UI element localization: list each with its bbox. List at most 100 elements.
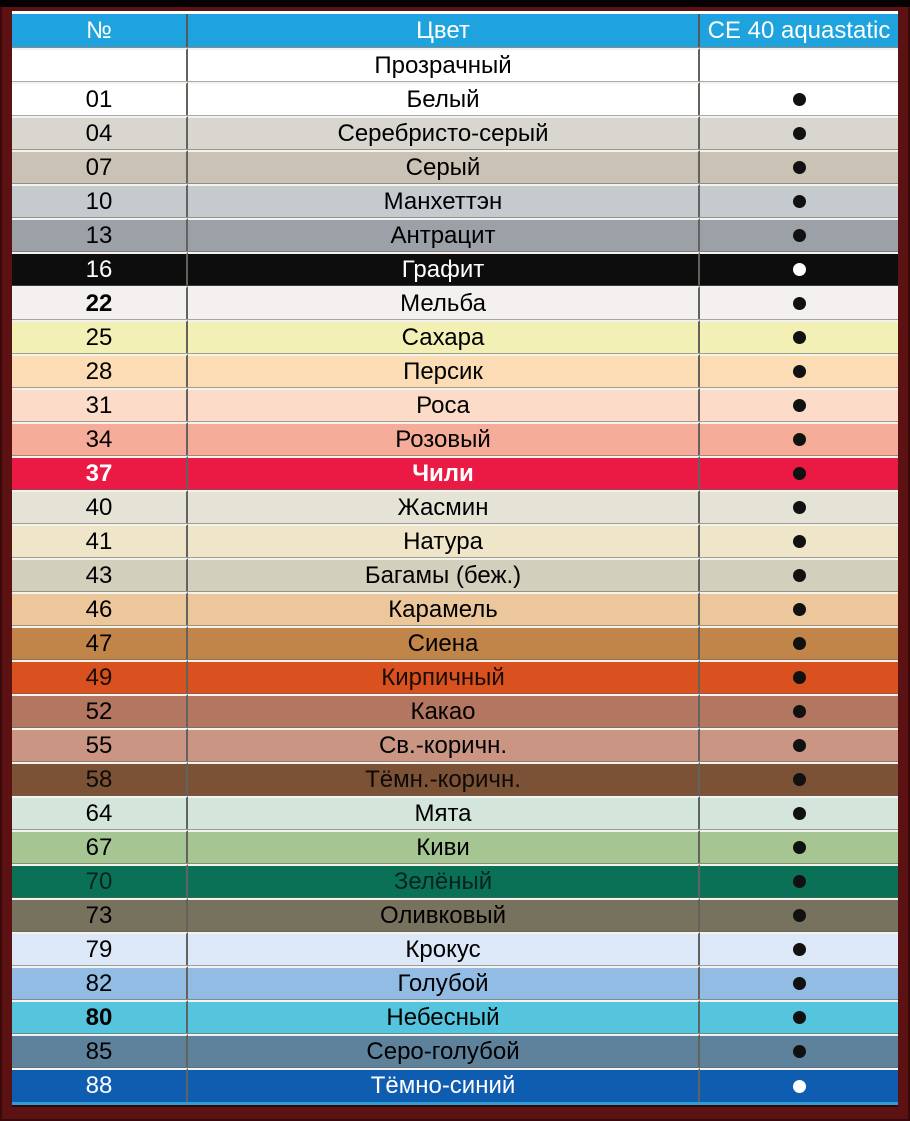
table-row: 55 Св.-коричн. (12, 728, 898, 762)
availability-dot (792, 331, 806, 344)
table-row: 67 Киви (12, 830, 898, 864)
row-number-cell: 04 (12, 116, 188, 149)
table-row: 34 Розовый (12, 422, 898, 456)
availability-dot (792, 399, 806, 412)
table-row: 80 Небесный (12, 1000, 898, 1034)
table-row: 41 Натура (12, 524, 898, 558)
row-number-cell: 46 (12, 592, 188, 625)
row-number-cell: 31 (12, 388, 188, 421)
row-number-cell: 47 (12, 626, 188, 659)
row-number-cell: 52 (12, 694, 188, 727)
table-row: 52 Какао (12, 694, 898, 728)
table-row: 46 Карамель (12, 592, 898, 626)
row-number-cell: 41 (12, 524, 188, 557)
table-row: 82 Голубой (12, 966, 898, 1000)
row-number-cell: 55 (12, 728, 188, 761)
row-color-name-cell: Роса (188, 388, 700, 421)
row-availability-cell (700, 422, 898, 455)
table-row: 10 Манхеттэн (12, 184, 898, 218)
availability-dot (792, 297, 806, 310)
availability-dot (792, 943, 806, 956)
row-color-name-cell: Мельба (188, 286, 700, 319)
row-color-name-cell: Оливковый (188, 898, 700, 931)
row-availability-cell (700, 1000, 898, 1033)
row-color-name-cell: Чили (188, 456, 700, 489)
header-product-column: CE 40 aquastatic (700, 14, 898, 47)
availability-dot (792, 569, 806, 582)
row-availability-cell (700, 82, 898, 115)
row-number-cell: 34 (12, 422, 188, 455)
availability-dot (792, 535, 806, 548)
availability-dot (792, 433, 806, 446)
availability-dot (792, 671, 806, 684)
table-row: 28 Персик (12, 354, 898, 388)
row-availability-cell (700, 388, 898, 421)
row-color-name-cell: Сиена (188, 626, 700, 659)
row-number-cell: 10 (12, 184, 188, 217)
availability-dot (792, 1011, 806, 1024)
table-row: 73 Оливковый (12, 898, 898, 932)
row-color-name-cell: Багамы (беж.) (188, 558, 700, 591)
row-availability-cell (700, 660, 898, 693)
row-availability-cell (700, 898, 898, 931)
table-row: 37 Чили (12, 456, 898, 490)
availability-dot (792, 909, 806, 922)
row-availability-cell (700, 864, 898, 897)
row-color-name-cell: Зелёный (188, 864, 700, 897)
availability-dot (792, 841, 806, 854)
table-row: 04 Серебристо-серый (12, 116, 898, 150)
row-number-cell: 82 (12, 966, 188, 999)
availability-dot (792, 127, 806, 140)
row-number-cell: 22 (12, 286, 188, 319)
table-row: 22 Мельба (12, 286, 898, 320)
row-availability-cell (700, 218, 898, 251)
availability-dot (792, 467, 806, 480)
availability-dot (792, 807, 806, 820)
table-row: 58 Тёмн.-коричн. (12, 762, 898, 796)
row-availability-cell (700, 48, 898, 81)
availability-dot (792, 263, 806, 276)
row-availability-cell (700, 966, 898, 999)
row-color-name-cell: Графит (188, 252, 700, 285)
row-availability-cell (700, 150, 898, 183)
row-number-cell: 16 (12, 252, 188, 285)
availability-dot (792, 739, 806, 752)
row-number-cell: 70 (12, 864, 188, 897)
row-number-cell: 40 (12, 490, 188, 523)
row-color-name-cell: Тёмно-синий (188, 1068, 700, 1102)
row-color-name-cell: Серебристо-серый (188, 116, 700, 149)
availability-dot (792, 1045, 806, 1058)
row-availability-cell (700, 762, 898, 795)
row-availability-cell (700, 1068, 898, 1102)
row-color-name-cell: Небесный (188, 1000, 700, 1033)
top-black-strip (0, 0, 910, 7)
row-number-cell: 64 (12, 796, 188, 829)
color-table: № Цвет CE 40 aquastatic Прозрачный 01 Белы… (12, 11, 898, 1105)
table-row: 07 Серый (12, 150, 898, 184)
row-availability-cell (700, 728, 898, 761)
table-body: Прозрачный 01 Белый 04 Серебристо-серый 07 Сер… (12, 48, 898, 1102)
availability-dot (792, 161, 806, 174)
availability-dot (792, 365, 806, 378)
row-color-name-cell: Св.-коричн. (188, 728, 700, 761)
availability-dot (792, 875, 806, 888)
row-color-name-cell: Серый (188, 150, 700, 183)
row-color-name-cell: Мята (188, 796, 700, 829)
row-number-cell: 58 (12, 762, 188, 795)
row-availability-cell (700, 592, 898, 625)
row-color-name-cell: Сахара (188, 320, 700, 353)
table-row: 70 Зелёный (12, 864, 898, 898)
availability-dot (792, 977, 806, 990)
row-number-cell: 80 (12, 1000, 188, 1033)
row-number-cell: 07 (12, 150, 188, 183)
row-availability-cell (700, 558, 898, 591)
table-row: 31 Роса (12, 388, 898, 422)
table-row: 88 Тёмно-синий (12, 1068, 898, 1102)
header-number-column: № (12, 14, 188, 47)
availability-dot (792, 1079, 806, 1093)
row-color-name-cell: Киви (188, 830, 700, 863)
row-number-cell: 13 (12, 218, 188, 251)
row-number-cell: 73 (12, 898, 188, 931)
availability-dot (792, 195, 806, 208)
